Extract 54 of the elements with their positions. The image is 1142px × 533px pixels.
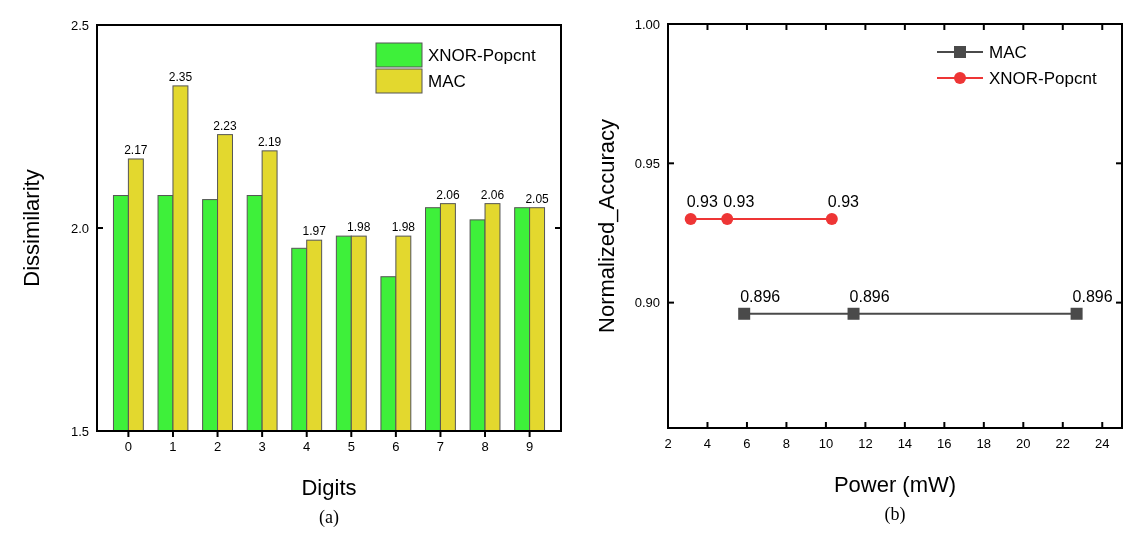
data-label: 2.05 [525,191,550,206]
data-label: 2.06 [436,187,460,202]
data-label: 2.19 [257,134,282,149]
data-label: 0.93 [827,193,860,211]
text: (b) [884,504,906,525]
x-tick-label: 14 [897,436,913,451]
data-label: 2.17 [124,142,148,157]
legend-label: XNOR-Popcnt [989,68,1097,88]
x-tick-label: 8 [782,436,791,451]
y-tick-label: 1.5 [70,423,89,439]
x-tick-label: 4 [703,436,712,451]
y-tick-label: 2.0 [70,220,89,236]
x-tick-label: 2 [213,439,222,454]
x-tick-label: 9 [525,439,534,454]
x-tick-label: 5 [347,439,355,454]
x-tick-label: 18 [976,436,992,451]
y-axis-title: Dissimilarity [19,169,44,287]
x-tick-label: 10 [818,436,834,451]
legend-label: MAC [428,71,466,91]
data-label: 0.896 [1072,287,1113,305]
x-tick-label: 22 [1055,436,1071,451]
y-axis-title: Normalized_Accuracy [594,119,619,333]
x-tick-label: 7 [436,439,445,454]
x-tick-label: 4 [303,439,311,454]
data-label: 2.06 [480,187,505,202]
y-tick-label: 0.90 [634,295,660,311]
x-tick-label: 6 [392,439,400,454]
legend-label: XNOR-Popcnt [428,45,536,65]
x-tick-label: 16 [937,436,952,451]
x-tick-label: 8 [481,439,489,454]
x-tick-label: 0 [124,439,133,454]
data-label: 2.35 [168,69,193,84]
y-tick-label: 0.95 [634,155,660,171]
y-tick-label: 2.5 [70,17,89,33]
data-label: 0.896 [740,287,781,305]
x-tick-label: 24 [1095,436,1110,451]
x-axis-title: Power (mW) [833,472,957,497]
data-label: 2.23 [213,118,238,133]
data-label: 1.98 [347,220,371,235]
x-tick-label: 6 [743,436,751,451]
data-label: 1.97 [302,224,327,239]
x-tick-label: 12 [858,436,873,451]
data-label: 1.98 [391,220,416,235]
x-tick-label: 2 [664,436,672,451]
text: (a) [319,507,339,528]
legend-label: MAC [989,42,1027,62]
x-tick-label: 1 [169,439,177,454]
x-tick-label: 20 [1016,436,1031,451]
x-tick-label: 3 [258,439,266,454]
data-label: 0.93 [723,193,755,211]
y-tick-label: 1.00 [634,16,660,32]
x-axis-title: Digits [301,475,357,500]
data-label: 0.896 [849,287,890,305]
data-label: 0.93 [686,193,718,211]
